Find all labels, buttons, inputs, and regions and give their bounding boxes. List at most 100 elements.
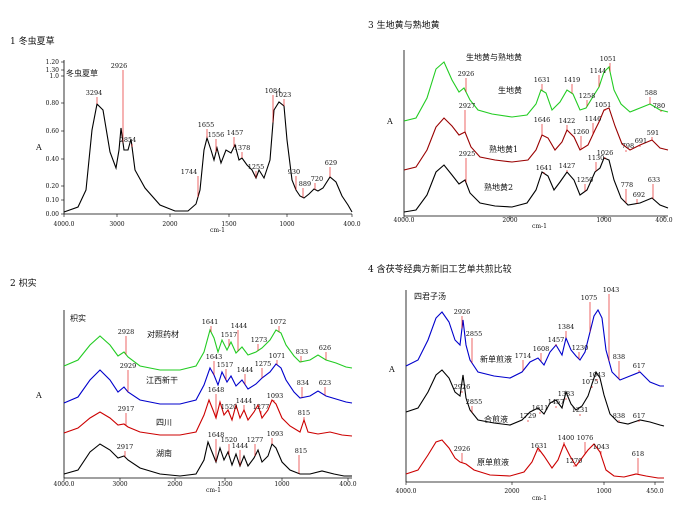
series-1: 生地黄 2926 1631 1419 1258 1144 1051 780 588 xyxy=(403,55,669,122)
x-tick-label: 1000 xyxy=(596,217,611,224)
x-tick-label: 1000 xyxy=(596,488,611,495)
peak-label: 1631 xyxy=(534,76,551,84)
peak-label: 1051 xyxy=(595,101,612,109)
peak-label: 834 xyxy=(297,379,309,387)
peak-label: 1646 xyxy=(534,116,551,124)
peak-label: 1084 xyxy=(265,87,282,95)
peak-label: 720 xyxy=(311,175,323,183)
peak-label: 930 xyxy=(288,168,300,176)
y-axis-label: A xyxy=(35,391,42,400)
spectrum-line xyxy=(63,363,353,405)
peak-label: 1146 xyxy=(585,115,602,123)
peak-label: 2926 xyxy=(111,62,128,70)
series-label: 熟地黄2 xyxy=(484,182,513,192)
peak-label: 2854 xyxy=(120,136,137,144)
x-tick-label: 2000 xyxy=(502,217,517,224)
x-tick-label: 4000.0 xyxy=(54,221,75,228)
spectrum-line xyxy=(405,369,665,427)
series-label: 四川 xyxy=(156,418,172,427)
spectrum-line xyxy=(405,439,664,479)
peak-label: 629 xyxy=(325,159,337,167)
peak-label: 1419 xyxy=(564,76,581,84)
y-tick-label: 1.20 xyxy=(46,59,60,66)
peak-label: 2926 xyxy=(458,70,475,78)
peak-label: 1655 xyxy=(198,121,215,129)
peak-label: 2855 xyxy=(466,330,483,338)
spectrum-line xyxy=(403,107,669,171)
peak-label: 778 xyxy=(621,181,633,189)
peak-label: 1378 xyxy=(234,144,251,152)
y-tick-label: 0.10 xyxy=(46,197,60,204)
chart-title: 4 含茯苓经典方新旧工艺单共煎比较 xyxy=(368,263,512,275)
peak-label: 3294 xyxy=(86,89,103,97)
peak-label: 2855 xyxy=(466,398,483,406)
series-label: 原单煎液 xyxy=(477,457,509,467)
peak-label: 1641 xyxy=(536,164,553,172)
peak-label: 1250 xyxy=(577,176,594,184)
peak-label: 1444 xyxy=(231,322,248,330)
x-axis-label: cm-1 xyxy=(532,223,547,230)
peak-label: 1043 xyxy=(593,443,610,451)
peak-label: 692 xyxy=(633,191,645,199)
series-label: 熟地黄1 xyxy=(489,144,518,154)
series-label: 对照药材 xyxy=(147,329,179,339)
peak-label: 889 xyxy=(299,180,311,188)
chart-title: 1 冬虫夏草 xyxy=(10,35,55,47)
x-axis-label: cm-1 xyxy=(532,495,547,502)
peak-label: 618 xyxy=(632,450,644,458)
x-tick-label: 4000.0 xyxy=(54,481,75,488)
series-label: 生地黄 xyxy=(498,85,522,95)
peak-label: 588 xyxy=(645,89,657,97)
chart-inner-title: 四君子汤 xyxy=(414,292,446,301)
peak-label: 2927 xyxy=(459,102,476,110)
peak-label: 1231 xyxy=(572,406,589,414)
peak-label: 1384 xyxy=(558,323,575,331)
x-tick-label: 1000 xyxy=(279,221,294,228)
peak-label: 1520 xyxy=(221,403,238,411)
x-tick-label: 1000 xyxy=(274,481,289,488)
spectrum-line xyxy=(63,101,353,213)
chart-title: 2 枳实 xyxy=(10,277,37,289)
y-tick-label: 1.30 xyxy=(46,67,60,74)
peak-label: 1260 xyxy=(573,128,590,136)
peak-label: 1270 xyxy=(566,457,583,465)
peak-label: 780 xyxy=(653,102,665,110)
peak-label: 1648 xyxy=(208,386,225,394)
spectrum-line xyxy=(63,328,353,371)
peak-label: 1729 xyxy=(520,412,537,420)
peak-label: 1444 xyxy=(237,366,254,374)
x-tick-label: 1500 xyxy=(221,221,236,228)
peak-label: 591 xyxy=(647,129,659,137)
x-tick-label: 450.0 xyxy=(646,488,663,495)
y-tick-label: 0.00 xyxy=(46,211,60,218)
peak-label: 1517 xyxy=(221,331,238,339)
y-axis-label: A xyxy=(35,143,42,152)
series-1: 3294 2926 2854 1744 1655 1556 1457 1378 1255 1084… xyxy=(63,62,353,213)
peak-label: 1422 xyxy=(559,117,576,125)
peak-label: 1144 xyxy=(590,67,607,75)
peak-label: 1026 xyxy=(597,149,614,157)
peak-label: 617 xyxy=(633,412,645,420)
peak-label: 1457 xyxy=(227,129,244,137)
peak-label: 2928 xyxy=(118,328,135,336)
spectrum-line xyxy=(405,308,664,387)
peak-label: 1072 xyxy=(270,318,287,326)
peak-label: 838 xyxy=(613,353,625,361)
peak-label: 1277 xyxy=(253,403,270,411)
x-tick-label: 2000 xyxy=(162,221,177,228)
peak-label: 1258 xyxy=(579,92,596,100)
peak-label: 1093 xyxy=(267,392,284,400)
peak-label: 2926 xyxy=(454,383,471,391)
peak-label: 2925 xyxy=(459,150,476,158)
peak-label: 798 xyxy=(622,142,634,150)
spectrum-line xyxy=(63,440,352,477)
y-tick-label: 0.40 xyxy=(46,156,60,163)
y-tick-label: 0.80 xyxy=(46,100,60,107)
peak-label: 1444 xyxy=(236,397,253,405)
peak-label: 623 xyxy=(319,379,331,387)
